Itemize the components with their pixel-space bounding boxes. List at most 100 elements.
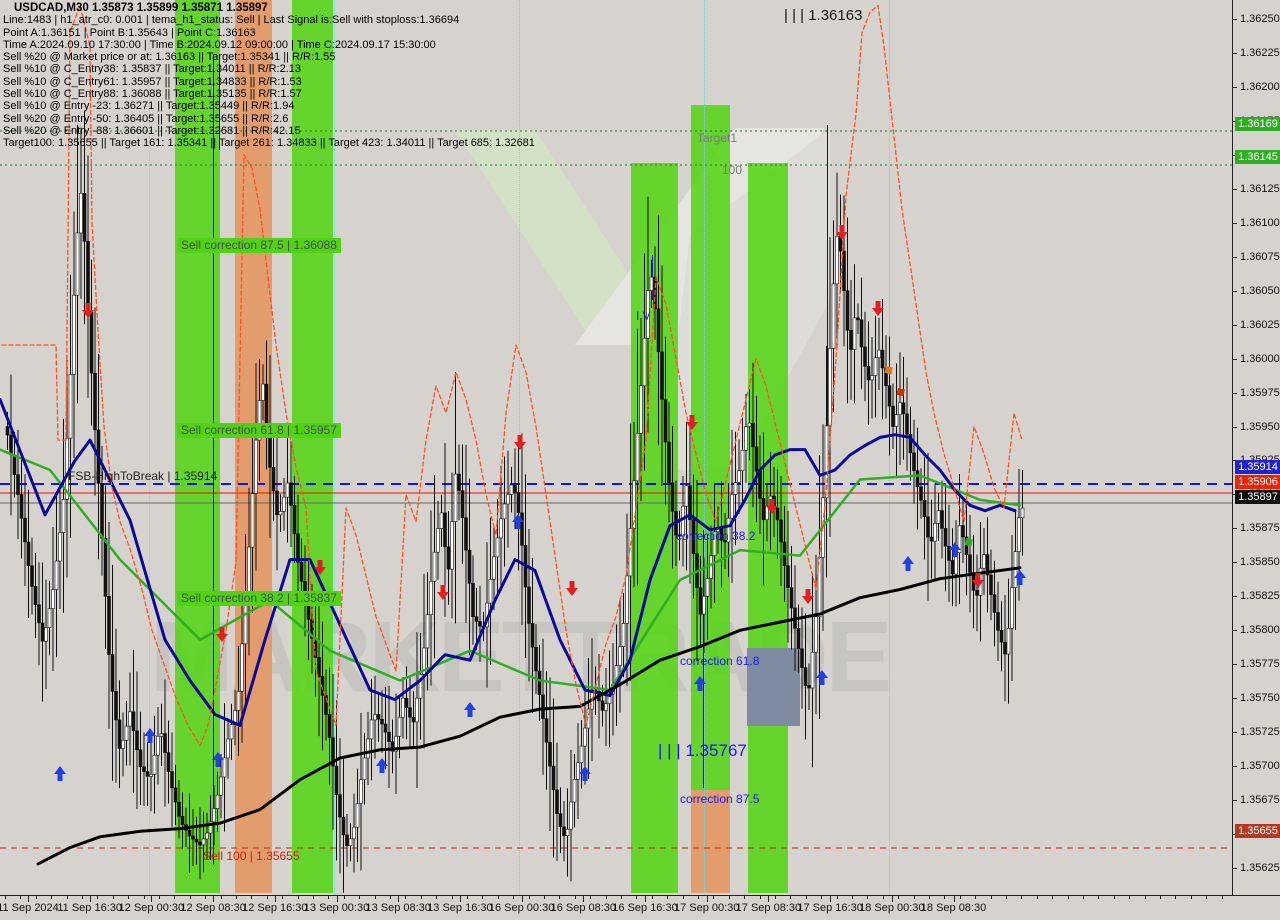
price-badge: 1.35897 xyxy=(1235,490,1280,504)
period-separator xyxy=(704,0,705,895)
time-tick-label: 18 Sep 00:30 xyxy=(859,902,925,914)
price-tick-label: 1.35750 xyxy=(1240,692,1280,705)
major-tick xyxy=(583,896,585,902)
minor-tick xyxy=(975,896,977,899)
time-tick-label: 17 Sep 16:30 xyxy=(797,902,863,914)
sell-arrow-icon xyxy=(216,627,228,642)
time-tick-label: 11 Sep 2024 xyxy=(0,902,59,914)
time-tick-label: 13 Sep 16:30 xyxy=(427,902,493,914)
minor-tick xyxy=(1175,896,1177,899)
price-tick-label: 1.36000 xyxy=(1240,352,1280,365)
price-axis[interactable]: 1.362501.362251.362001.361751.361501.361… xyxy=(1232,0,1280,895)
buy-arrow-icon xyxy=(694,676,706,691)
minor-tick xyxy=(482,896,484,899)
minor-tick xyxy=(51,896,53,899)
minor-tick xyxy=(1221,896,1223,899)
major-tick xyxy=(706,896,708,902)
sell-arrow-icon xyxy=(314,560,326,575)
minor-tick xyxy=(605,896,607,899)
price-badge: 1.36169 xyxy=(1235,117,1280,131)
price-tick xyxy=(1233,528,1237,530)
sell-arrow-icon xyxy=(872,301,884,316)
sell-arrow-icon xyxy=(766,499,778,514)
info-line: Sell %20 @ Entry -88: 1.36601 || Target:… xyxy=(3,124,301,137)
minor-tick xyxy=(1006,896,1007,899)
sell-arrow-icon xyxy=(437,585,449,600)
time-tick-label: 16 Sep 08:30 xyxy=(550,902,617,914)
price-tick xyxy=(1233,426,1237,428)
major-tick xyxy=(398,896,400,902)
price-badge: 1.35906 xyxy=(1235,475,1280,489)
minor-tick xyxy=(436,896,438,899)
minor-tick xyxy=(1206,896,1208,899)
buy-arrow-icon xyxy=(464,702,476,717)
buy-arrow-icon xyxy=(512,514,524,529)
minor-tick xyxy=(636,896,638,899)
minor-tick xyxy=(728,896,730,899)
minor-tick xyxy=(236,896,237,899)
vertical-line xyxy=(219,55,220,150)
vertical-line xyxy=(213,55,214,865)
sell-arrow-icon xyxy=(972,573,984,588)
buy-arrow-icon xyxy=(212,752,224,767)
info-line: Time A:2024.09.10 17:30:00 | Time B:2024… xyxy=(3,38,436,51)
minor-tick xyxy=(1067,896,1069,899)
ma-fast-navy xyxy=(0,397,1017,727)
minor-tick xyxy=(944,896,946,899)
indicator-info-panel: USDCAD,M30 1.35873 1.35899 1.35871 1.358… xyxy=(3,2,535,150)
info-line: Sell %10 @ C_Entry88: 1.36088 || Target:… xyxy=(3,88,302,101)
minor-tick xyxy=(852,896,853,899)
minor-tick xyxy=(513,896,515,899)
minor-tick xyxy=(374,896,376,899)
price-tick xyxy=(1233,222,1237,224)
buy-arrow-icon xyxy=(54,766,66,781)
price-tick xyxy=(1233,290,1237,292)
minor-tick xyxy=(744,896,746,899)
minor-tick xyxy=(205,896,207,899)
ma-slow-green xyxy=(0,448,1022,692)
buy-arrow-icon xyxy=(816,670,828,685)
price-tick-label: 1.35800 xyxy=(1240,624,1280,637)
minor-tick xyxy=(343,896,345,899)
minor-tick xyxy=(651,896,653,899)
price-tick xyxy=(1233,358,1237,360)
time-tick-label: 11 Sep 16:30 xyxy=(57,902,123,914)
major-tick xyxy=(89,896,91,902)
minor-tick xyxy=(1113,896,1115,899)
minor-tick xyxy=(189,896,191,899)
time-axis[interactable]: 11 Sep 2024 11 Sep 16:30 12 Sep 00:30 12 Se… xyxy=(0,895,1280,920)
time-tick-label: 12 Sep 00:30 xyxy=(118,902,185,914)
time-tick-label: 16 Sep 00:30 xyxy=(488,902,555,914)
minor-tick xyxy=(405,896,407,899)
price-tick xyxy=(1233,800,1237,802)
minor-tick xyxy=(251,896,253,899)
price-tick-label: 1.35825 xyxy=(1240,590,1280,603)
minor-tick xyxy=(497,896,499,899)
price-tick xyxy=(1233,732,1237,734)
time-tick-label: 17 Sep 08:30 xyxy=(735,902,802,914)
chart-plot-area[interactable]: MARKETTRADE | | | 1.36163 Target1 100 Sell … xyxy=(0,0,1232,895)
buy-arrow-icon xyxy=(1014,570,1026,585)
sell-arrow-icon xyxy=(566,581,578,596)
sell-correction-618: Sell correction 61.8 | 1.35957 xyxy=(177,423,341,439)
minor-tick xyxy=(836,896,838,899)
price-tick-label: 1.36050 xyxy=(1240,284,1280,297)
minor-tick xyxy=(1129,896,1131,899)
wave-iv-label: I V xyxy=(636,309,651,323)
price-tick xyxy=(1233,256,1237,258)
minor-tick xyxy=(297,896,299,899)
price-tick-label: 1.36075 xyxy=(1240,250,1280,263)
minor-tick xyxy=(1144,896,1146,899)
price-badge: 1.35655 xyxy=(1235,824,1280,838)
minor-tick xyxy=(1160,896,1161,899)
target1-label: Target1 xyxy=(697,131,738,145)
buy-arrow-icon xyxy=(144,728,156,743)
major-tick xyxy=(891,896,893,902)
minor-tick xyxy=(5,896,6,899)
minor-tick xyxy=(220,896,222,899)
minor-tick xyxy=(467,896,468,899)
major-tick xyxy=(151,896,153,902)
vertical-line xyxy=(827,125,828,470)
minor-tick xyxy=(759,896,761,899)
candlestick-series xyxy=(5,110,1025,893)
